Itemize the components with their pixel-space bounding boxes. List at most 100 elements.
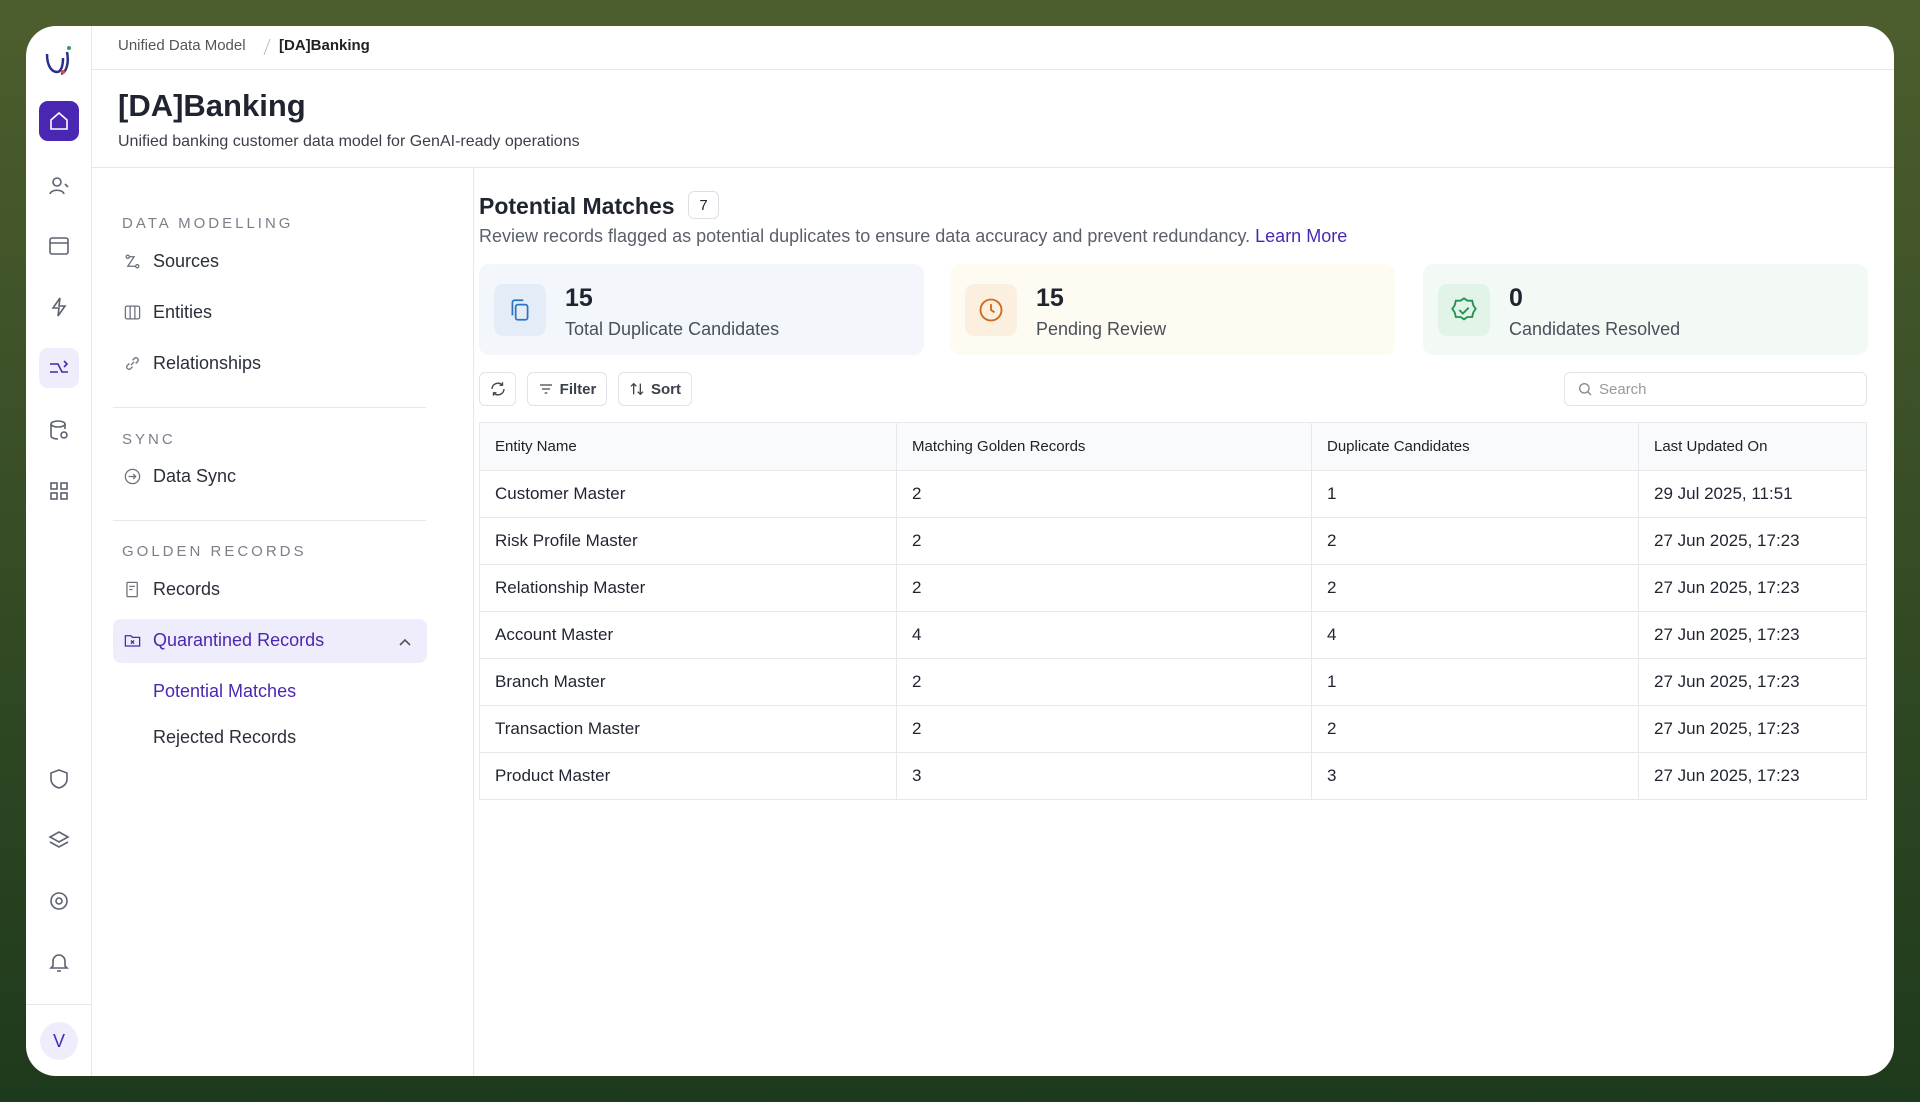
- matches-table: Entity Name Matching Golden Records Duplic…: [479, 422, 1867, 800]
- users[interactable]: [39, 166, 79, 206]
- sort-button[interactable]: Sort: [618, 372, 692, 406]
- nav-item-active[interactable]: [113, 619, 427, 663]
- section-title: Potential Matches: [479, 193, 675, 219]
- nav-item[interactable]: Entities: [124, 302, 213, 323]
- stat-card: 0 Candidates Resolved: [1423, 264, 1868, 355]
- button-label: Sort: [651, 380, 681, 398]
- notifications[interactable]: [39, 942, 79, 982]
- table-cell: 2: [1311, 517, 1639, 565]
- column-header[interactable]: Last Updated On: [1638, 422, 1867, 471]
- stat-card: 15 Total Duplicate Candidates: [479, 264, 924, 355]
- table-cell: 4: [1311, 611, 1639, 659]
- breadcrumb-item[interactable]: Unified Data Model: [118, 37, 246, 54]
- stat-value: 15: [565, 284, 593, 312]
- nav-item[interactable]: Records: [126, 579, 221, 600]
- chevron[interactable]: [397, 634, 413, 650]
- search-placeholder: Search: [1599, 380, 1647, 398]
- nav-item[interactable]: Data Sync: [124, 466, 237, 487]
- table-cell: 2: [1311, 705, 1639, 753]
- table-cell: 2: [1311, 564, 1639, 612]
- table-cell: 27 Jun 2025, 17:23: [1638, 658, 1867, 706]
- table-cell: Account Master: [479, 611, 897, 659]
- table-cell: 2: [896, 658, 1312, 706]
- table-cell: 1: [1311, 470, 1639, 518]
- column-header[interactable]: Matching Golden Records: [896, 422, 1312, 471]
- nav-label: Records: [153, 579, 221, 599]
- count-badge: 7: [688, 191, 719, 219]
- table-cell: Transaction Master: [479, 705, 897, 753]
- table-cell: 27 Jun 2025, 17:23: [1638, 564, 1867, 612]
- button-label: Filter: [559, 380, 597, 398]
- shield[interactable]: [39, 759, 79, 799]
- table-row[interactable]: Relationship Master 2 2 27 Jun 2025, 17:23: [479, 564, 1867, 612]
- nav-section: SYNC: [122, 431, 176, 448]
- table-cell: Branch Master: [479, 658, 897, 706]
- table-cell: 4: [896, 611, 1312, 659]
- table-row[interactable]: Risk Profile Master 2 2 27 Jun 2025, 17:23: [479, 517, 1867, 565]
- stat-card: 15 Pending Review: [950, 264, 1395, 355]
- nav-subitem[interactable]: Potential Matches: [153, 681, 297, 701]
- flash[interactable]: [39, 287, 79, 327]
- sidebar: DATA MODELLING Sources Entities Relation…: [92, 167, 474, 1076]
- stat-label: Candidates Resolved: [1509, 319, 1681, 339]
- breadcrumb-current: [DA]Banking: [279, 37, 370, 54]
- nav-label: Quarantined Records: [153, 630, 325, 650]
- nav-label: Data Sync: [153, 466, 237, 486]
- settings[interactable]: [39, 881, 79, 921]
- merge[interactable]: [39, 348, 79, 388]
- nav-subitem[interactable]: Rejected Records: [153, 727, 297, 747]
- stat-value: 15: [1036, 284, 1064, 312]
- description-text: Review records flagged as potential dupl…: [479, 226, 1251, 246]
- apps[interactable]: [39, 471, 79, 511]
- table-cell: Relationship Master: [479, 564, 897, 612]
- table-cell: 2: [896, 470, 1312, 518]
- search-input[interactable]: Search: [1564, 372, 1867, 406]
- table-cell: Risk Profile Master: [479, 517, 897, 565]
- data[interactable]: [39, 226, 79, 266]
- logo: [45, 46, 71, 76]
- table-cell: 1: [1311, 658, 1639, 706]
- table-cell: 27 Jun 2025, 17:23: [1638, 705, 1867, 753]
- table-cell: 29 Jul 2025, 11:51: [1638, 470, 1867, 518]
- stat-label: Pending Review: [1036, 319, 1167, 339]
- nav-label: Entities: [153, 302, 213, 322]
- table-cell: 2: [896, 517, 1312, 565]
- nav-item[interactable]: Sources: [125, 251, 220, 272]
- stat-value: 0: [1509, 284, 1523, 312]
- table-cell: 2: [896, 705, 1312, 753]
- table-cell: 27 Jun 2025, 17:23: [1638, 517, 1867, 565]
- column-header[interactable]: Duplicate Candidates: [1311, 422, 1639, 471]
- nav-item[interactable]: Quarantined Records: [124, 630, 325, 651]
- table-cell: 3: [896, 752, 1312, 800]
- table-row[interactable]: Customer Master 2 1 29 Jul 2025, 11:51: [479, 470, 1867, 518]
- refresh-button[interactable]: [479, 372, 516, 406]
- table-cell: 27 Jun 2025, 17:23: [1638, 752, 1867, 800]
- nav-item[interactable]: Relationships: [126, 353, 262, 374]
- table-row[interactable]: Branch Master 2 1 27 Jun 2025, 17:23: [479, 658, 1867, 706]
- description: Review records flagged as potential dupl…: [479, 226, 1347, 247]
- stat-label: Total Duplicate Candidates: [565, 319, 780, 339]
- app: V Unified Data Model [DA]Banking [DA]Ban…: [26, 26, 1894, 1076]
- nav-section: DATA MODELLING: [122, 215, 294, 232]
- avatar[interactable]: V: [40, 1022, 78, 1060]
- page-title: [DA]Banking: [118, 88, 306, 123]
- table-row[interactable]: Product Master 3 3 27 Jun 2025, 17:23: [479, 752, 1867, 800]
- table-row[interactable]: Account Master 4 4 27 Jun 2025, 17:23: [479, 611, 1867, 659]
- icon-rail: V: [26, 26, 92, 1076]
- table-cell: Product Master: [479, 752, 897, 800]
- filter-button[interactable]: Filter: [527, 372, 607, 406]
- column-header[interactable]: Entity Name: [479, 422, 897, 471]
- home[interactable]: [39, 101, 79, 141]
- table-row[interactable]: Transaction Master 2 2 27 Jun 2025, 17:23: [479, 705, 1867, 753]
- nav-label: Relationships: [153, 353, 262, 373]
- layers[interactable]: [39, 820, 79, 860]
- learn-more-link[interactable]: Learn More: [1255, 226, 1348, 246]
- table-cell: Customer Master: [479, 470, 897, 518]
- table-cell: 3: [1311, 752, 1639, 800]
- database[interactable]: [39, 410, 79, 450]
- table-cell: 2: [896, 564, 1312, 612]
- header-row: Entity Name Matching Golden Records Duplic…: [479, 422, 1867, 471]
- nav-section: GOLDEN RECORDS: [122, 543, 307, 560]
- nav-label: Sources: [153, 251, 220, 271]
